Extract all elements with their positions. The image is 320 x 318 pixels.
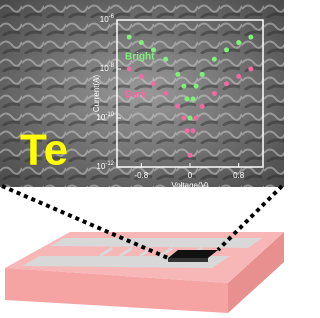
data-point <box>194 116 199 121</box>
data-point <box>127 35 132 40</box>
y-axis-label: Current(A) <box>92 74 101 112</box>
data-point <box>175 72 180 77</box>
data-point <box>248 35 253 40</box>
data-point <box>181 116 186 121</box>
data-point <box>224 47 229 52</box>
legend-label: Bright <box>125 52 155 63</box>
x-tick-label: -0.8 <box>134 171 148 180</box>
data-point <box>188 153 193 158</box>
data-point <box>200 104 205 109</box>
data-point <box>212 91 217 96</box>
data-point <box>236 40 241 45</box>
data-point <box>163 57 168 62</box>
x-axis-label: Voltage(V) <box>171 181 209 190</box>
data-point <box>139 40 144 45</box>
data-point <box>248 67 253 72</box>
chip-edge <box>168 258 208 262</box>
data-point <box>181 84 186 89</box>
data-point <box>224 81 229 86</box>
data-point <box>175 104 180 109</box>
data-point <box>194 84 199 89</box>
data-point <box>200 72 205 77</box>
material-label: Te <box>20 126 68 175</box>
data-point <box>184 128 189 133</box>
data-point <box>212 57 217 62</box>
data-point <box>163 91 168 96</box>
x-tick-label: 0.8 <box>233 171 245 180</box>
data-point <box>184 96 189 101</box>
data-point <box>188 116 193 121</box>
x-tick-label: 0 <box>188 171 193 180</box>
data-point <box>151 81 156 86</box>
legend-label: Dark <box>125 90 148 101</box>
data-point <box>127 67 132 72</box>
data-point <box>139 74 144 79</box>
data-point <box>236 74 241 79</box>
data-point <box>191 96 196 101</box>
data-point <box>191 128 196 133</box>
